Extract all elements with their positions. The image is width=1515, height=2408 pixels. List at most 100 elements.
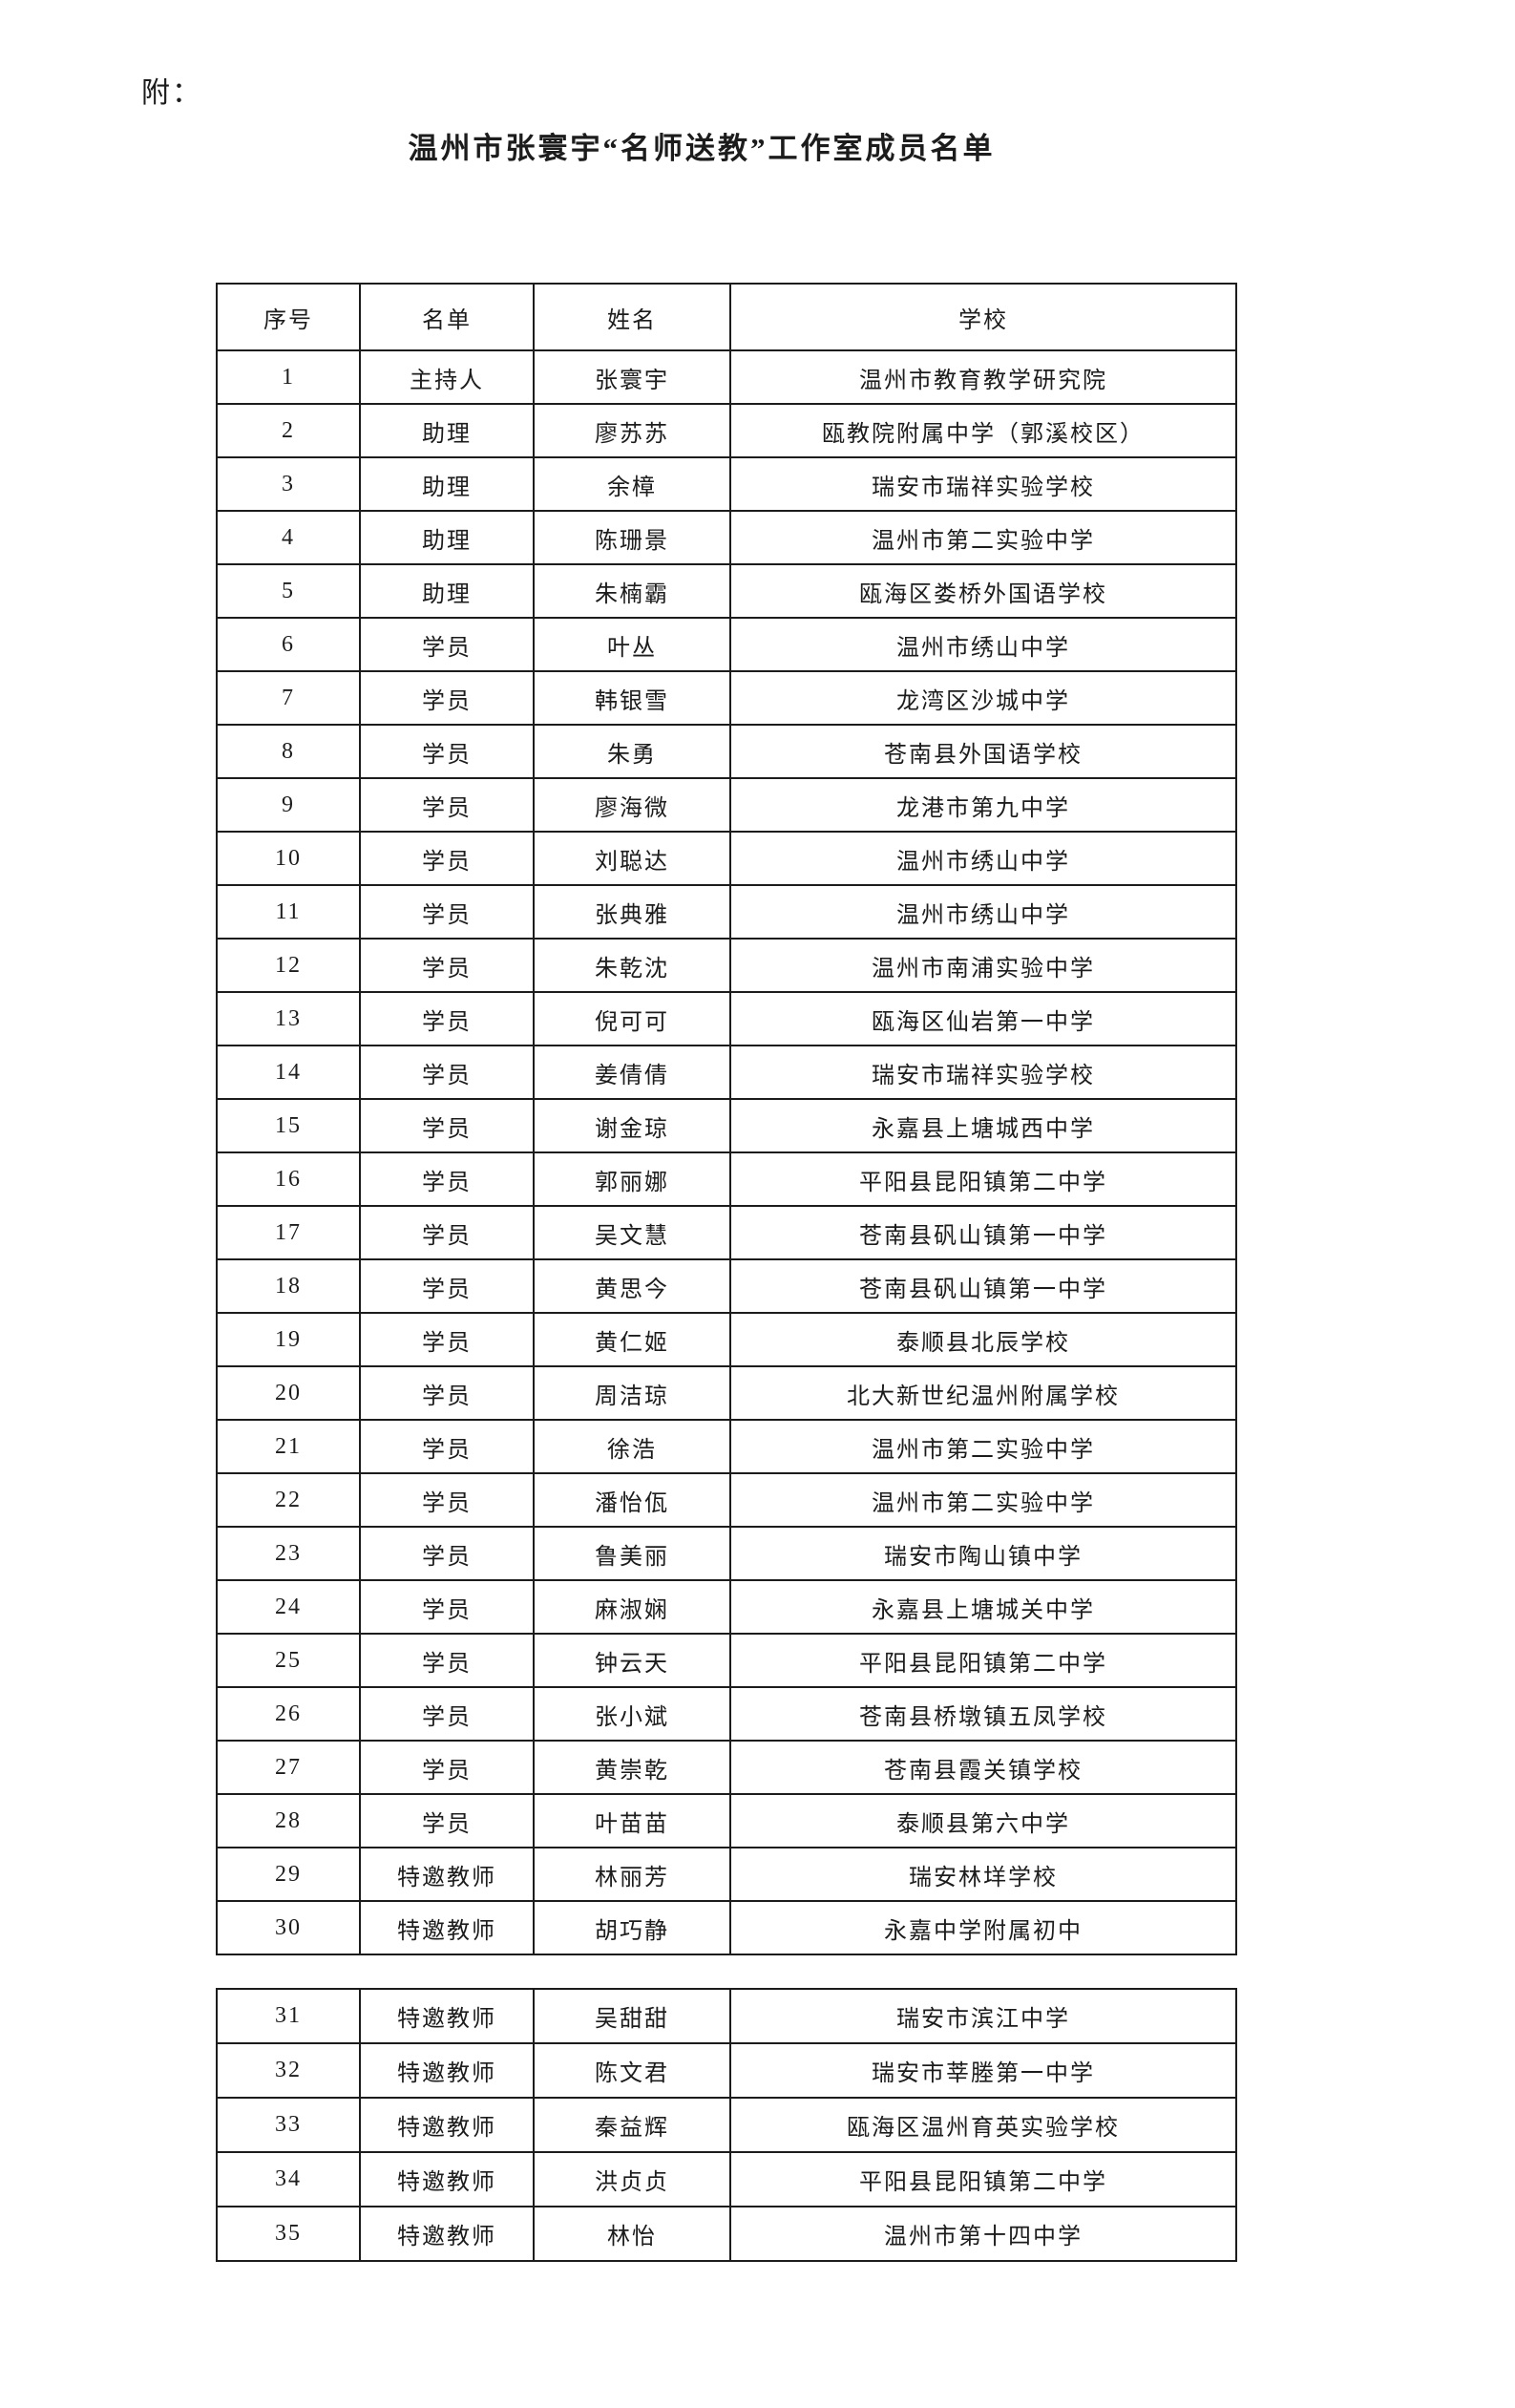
cell-name: 张寰宇 (533, 349, 731, 405)
cell-index: 11 (216, 884, 361, 940)
cell-role: 主持人 (359, 349, 535, 405)
cell-index: 33 (216, 2097, 361, 2153)
cell-school: 平阳县昆阳镇第二中学 (729, 1633, 1237, 1688)
cell-name: 谢金琼 (533, 1098, 731, 1153)
cell-role: 特邀教师 (359, 1900, 535, 1955)
table-row: 14 学员 姜倩倩 瑞安市瑞祥实验学校 (216, 1045, 1237, 1100)
cell-name: 洪贞贞 (533, 2151, 731, 2207)
cell-school: 温州市第二实验中学 (729, 1419, 1237, 1474)
cell-role: 学员 (359, 1205, 535, 1260)
cell-school: 北大新世纪温州附属学校 (729, 1365, 1237, 1421)
table-row: 3 助理 余樟 瑞安市瑞祥实验学校 (216, 456, 1237, 512)
column-header-school: 学校 (729, 283, 1237, 351)
cell-school: 瑞安市瑞祥实验学校 (729, 1045, 1237, 1100)
cell-school: 瑞安市陶山镇中学 (729, 1526, 1237, 1581)
cell-index: 4 (216, 510, 361, 565)
table-row: 26 学员 张小斌 苍南县桥墩镇五凤学校 (216, 1686, 1237, 1742)
table-row: 6 学员 叶丛 温州市绣山中学 (216, 617, 1237, 672)
table-row: 29 特邀教师 林丽芳 瑞安林垟学校 (216, 1847, 1237, 1902)
cell-role: 学员 (359, 670, 535, 726)
table-row: 32 特邀教师 陈文君 瑞安市莘塍第一中学 (216, 2042, 1237, 2099)
cell-school: 苍南县桥墩镇五凤学校 (729, 1686, 1237, 1742)
cell-name: 叶苗苗 (533, 1793, 731, 1848)
table-row: 4 助理 陈珊景 温州市第二实验中学 (216, 510, 1237, 565)
cell-name: 钟云天 (533, 1633, 731, 1688)
cell-role: 特邀教师 (359, 2206, 535, 2262)
cell-role: 学员 (359, 1686, 535, 1742)
cell-name: 吴文慧 (533, 1205, 731, 1260)
cell-index: 12 (216, 938, 361, 993)
table-row: 1 主持人 张寰宇 温州市教育教学研究院 (216, 349, 1237, 405)
cell-index: 16 (216, 1151, 361, 1207)
table-row: 31 特邀教师 吴甜甜 瑞安市滨江中学 (216, 1988, 1237, 2044)
member-table-page1: 序号 名单 姓名 学校 1 主持人 张寰宇 温州市教育教学研究院 2 助理 廖苏苏 瓯教院附属中学（… (216, 283, 1237, 1955)
cell-role: 学员 (359, 1793, 535, 1848)
cell-role: 助理 (359, 403, 535, 458)
cell-index: 18 (216, 1258, 361, 1314)
cell-index: 24 (216, 1579, 361, 1635)
cell-role: 助理 (359, 456, 535, 512)
cell-role: 学员 (359, 1740, 535, 1795)
cell-school: 瓯海区温州育英实验学校 (729, 2097, 1237, 2153)
table-row: 22 学员 潘怡佤 温州市第二实验中学 (216, 1472, 1237, 1528)
table-row: 13 学员 倪可可 瓯海区仙岩第一中学 (216, 991, 1237, 1046)
cell-role: 特邀教师 (359, 2151, 535, 2207)
table-row: 2 助理 廖苏苏 瓯教院附属中学（郭溪校区） (216, 403, 1237, 458)
cell-index: 17 (216, 1205, 361, 1260)
cell-school: 温州市南浦实验中学 (729, 938, 1237, 993)
cell-school: 龙港市第九中学 (729, 777, 1237, 833)
cell-index: 29 (216, 1847, 361, 1902)
cell-role: 学员 (359, 1633, 535, 1688)
table-row: 11 学员 张典雅 温州市绣山中学 (216, 884, 1237, 940)
cell-school: 苍南县霞关镇学校 (729, 1740, 1237, 1795)
cell-school: 永嘉县上塘城关中学 (729, 1579, 1237, 1635)
cell-name: 徐浩 (533, 1419, 731, 1474)
cell-role: 学员 (359, 1419, 535, 1474)
cell-role: 学员 (359, 1472, 535, 1528)
cell-name: 朱乾沈 (533, 938, 731, 993)
cell-school: 温州市绣山中学 (729, 617, 1237, 672)
cell-index: 31 (216, 1988, 361, 2044)
cell-name: 廖海微 (533, 777, 731, 833)
cell-name: 余樟 (533, 456, 731, 512)
cell-school: 苍南县矾山镇第一中学 (729, 1205, 1237, 1260)
cell-name: 韩银雪 (533, 670, 731, 726)
cell-role: 学员 (359, 938, 535, 993)
cell-index: 2 (216, 403, 361, 458)
cell-index: 8 (216, 724, 361, 779)
cell-name: 张典雅 (533, 884, 731, 940)
cell-role: 学员 (359, 1365, 535, 1421)
cell-name: 黄思今 (533, 1258, 731, 1314)
table-row: 30 特邀教师 胡巧静 永嘉中学附属初中 (216, 1900, 1237, 1955)
table-row: 15 学员 谢金琼 永嘉县上塘城西中学 (216, 1098, 1237, 1153)
cell-role: 学员 (359, 1258, 535, 1314)
cell-school: 瑞安林垟学校 (729, 1847, 1237, 1902)
cell-index: 34 (216, 2151, 361, 2207)
cell-school: 瑞安市瑞祥实验学校 (729, 456, 1237, 512)
table-row: 9 学员 廖海微 龙港市第九中学 (216, 777, 1237, 833)
cell-school: 永嘉县上塘城西中学 (729, 1098, 1237, 1153)
cell-name: 秦益辉 (533, 2097, 731, 2153)
table-row: 35 特邀教师 林怡 温州市第十四中学 (216, 2206, 1237, 2262)
table-row: 33 特邀教师 秦益辉 瓯海区温州育英实验学校 (216, 2097, 1237, 2153)
cell-name: 胡巧静 (533, 1900, 731, 1955)
header-row: 序号 名单 姓名 学校 (216, 283, 1237, 351)
table-row: 23 学员 鲁美丽 瑞安市陶山镇中学 (216, 1526, 1237, 1581)
cell-index: 15 (216, 1098, 361, 1153)
column-header-name: 姓名 (533, 283, 731, 351)
page-title: 温州市张寰宇“名师送教”工作室成员名单 (408, 132, 996, 165)
cell-index: 19 (216, 1312, 361, 1367)
table-row: 5 助理 朱楠霸 瓯海区娄桥外国语学校 (216, 563, 1237, 619)
cell-role: 特邀教师 (359, 1988, 535, 2044)
cell-index: 25 (216, 1633, 361, 1688)
cell-index: 5 (216, 563, 361, 619)
table-row: 34 特邀教师 洪贞贞 平阳县昆阳镇第二中学 (216, 2151, 1237, 2207)
cell-name: 黄仁姬 (533, 1312, 731, 1367)
cell-index: 9 (216, 777, 361, 833)
cell-name: 林丽芳 (533, 1847, 731, 1902)
cell-index: 21 (216, 1419, 361, 1474)
cell-index: 10 (216, 831, 361, 886)
table-row: 8 学员 朱勇 苍南县外国语学校 (216, 724, 1237, 779)
cell-index: 28 (216, 1793, 361, 1848)
table-row: 24 学员 麻淑娴 永嘉县上塘城关中学 (216, 1579, 1237, 1635)
